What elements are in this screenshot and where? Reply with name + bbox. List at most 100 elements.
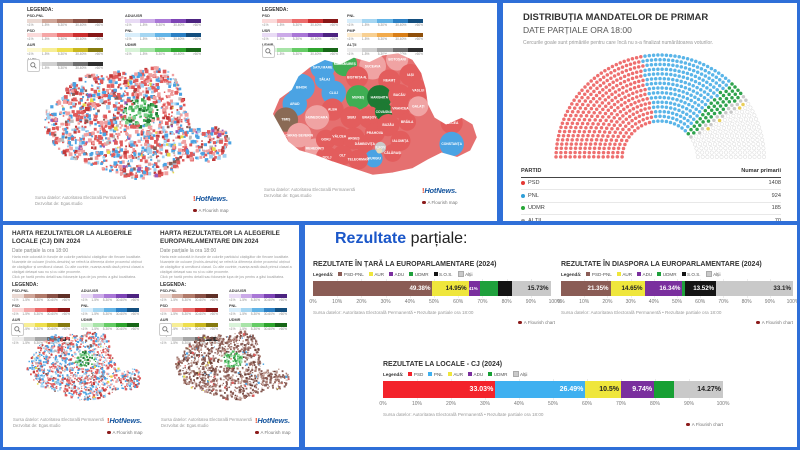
map-dot [195,148,200,152]
county-region[interactable] [345,66,369,89]
map-dot [75,337,77,339]
romania-localities-map[interactable] [169,323,295,409]
mandate-dot-party [697,81,702,86]
map-dot [188,354,190,356]
county-region[interactable] [304,105,330,130]
map-dot [151,86,155,90]
table-row[interactable]: UDMR 185 [521,203,781,216]
map-dot [102,129,107,134]
map-dot [244,356,247,359]
table-row[interactable]: PNL 924 [521,190,781,203]
map-dot [140,154,143,157]
romania-counties-map[interactable]: SATU MAREMARAMUREȘSUCEAVABOTOȘANIIAȘIBIH… [264,45,488,183]
mandate-dot-party [573,155,577,159]
county-region[interactable] [398,112,417,131]
legend-scale-tick: >60% [209,297,218,302]
county-region[interactable] [345,85,371,110]
party-name: PSD [528,180,540,187]
map-dot [218,352,221,355]
map-dot [91,104,94,108]
flourish-credit[interactable]: A Flourish map [422,200,458,205]
map-dot [112,104,117,108]
map-source-line1: Sursa datelor: Autoritatea Electorală Pe… [264,187,356,192]
map-dot [258,371,261,374]
legend-color-step [87,18,104,23]
parliament-half-donut-chart[interactable] [549,49,771,163]
flourish-credit[interactable]: A Flourish map [107,430,143,435]
map-dot [233,396,237,399]
map-dot [117,160,120,163]
map-dot [147,153,150,155]
legend-color-step [127,308,139,312]
county-region[interactable] [340,106,363,129]
map-dot [225,385,228,387]
map-dot [73,156,76,159]
map-dot [89,392,92,395]
zoom-search-button[interactable] [11,323,24,336]
zoom-search-button[interactable] [159,323,172,336]
county-region[interactable] [377,114,400,137]
map-dot [87,388,90,392]
map-dot [178,128,183,133]
map-dot [100,352,103,354]
county-region[interactable] [407,79,430,102]
legend-scale-tick: 30-60% [46,326,58,331]
map-dot [107,99,110,101]
county-region[interactable] [376,147,383,154]
zoom-search-button[interactable] [262,45,275,58]
legend-scale-tick: >60% [94,37,103,41]
mandate-dot-party [598,97,602,101]
map-dot [133,144,136,147]
map-dot [260,370,263,373]
mandate-dot-party [741,102,745,107]
romania-localities-map[interactable] [21,323,147,409]
map-dot [79,359,82,362]
mandate-dot-party [709,101,713,105]
county-region[interactable] [364,149,383,168]
table-row[interactable]: PSD 1408 [521,178,781,191]
mandate-dot-party [556,133,561,138]
map-dot [110,375,113,378]
map-dot [91,372,93,375]
map-dot [135,156,138,159]
map-dot [232,364,235,368]
map-dot [88,354,90,356]
map-dot [166,83,168,85]
map-dot [142,124,145,128]
map-dot [85,376,87,378]
county-region[interactable] [408,96,429,117]
mandate-dot-party [696,103,701,107]
map-dot [237,357,239,360]
legend-color-scale [229,322,287,327]
romania-localities-map[interactable] [35,59,241,187]
map-dot [99,83,101,85]
map-dot [101,336,103,339]
county-region[interactable] [439,131,464,157]
county-region[interactable] [358,106,381,129]
map-dot [99,366,102,368]
county-region[interactable] [286,122,312,148]
county-region[interactable] [383,144,402,162]
map-dot [138,381,140,383]
table-row[interactable]: ALȚII70 [521,215,781,221]
zoom-search-button[interactable] [27,59,40,72]
map-dot [103,343,106,345]
map-dot [98,355,101,358]
mandate-dot-party [633,122,638,126]
map-dot [170,116,174,120]
county-region[interactable] [348,149,369,170]
flourish-credit[interactable]: A Flourish map [193,208,229,213]
map-dot [99,392,102,395]
legend-color-scale [12,308,70,312]
mandate-dot-party [639,55,643,59]
county-region[interactable] [321,80,346,106]
map-dot [146,150,149,154]
map-dot [207,387,209,389]
map-dot [240,384,243,387]
legend-color-scale [262,33,339,37]
map-source: Sursa datelor: Autoritatea Electorală Pe… [35,195,126,207]
map-dot [78,141,83,146]
map-dot [68,392,71,395]
mandate-dot-party [693,79,698,84]
map-dot [78,351,80,353]
